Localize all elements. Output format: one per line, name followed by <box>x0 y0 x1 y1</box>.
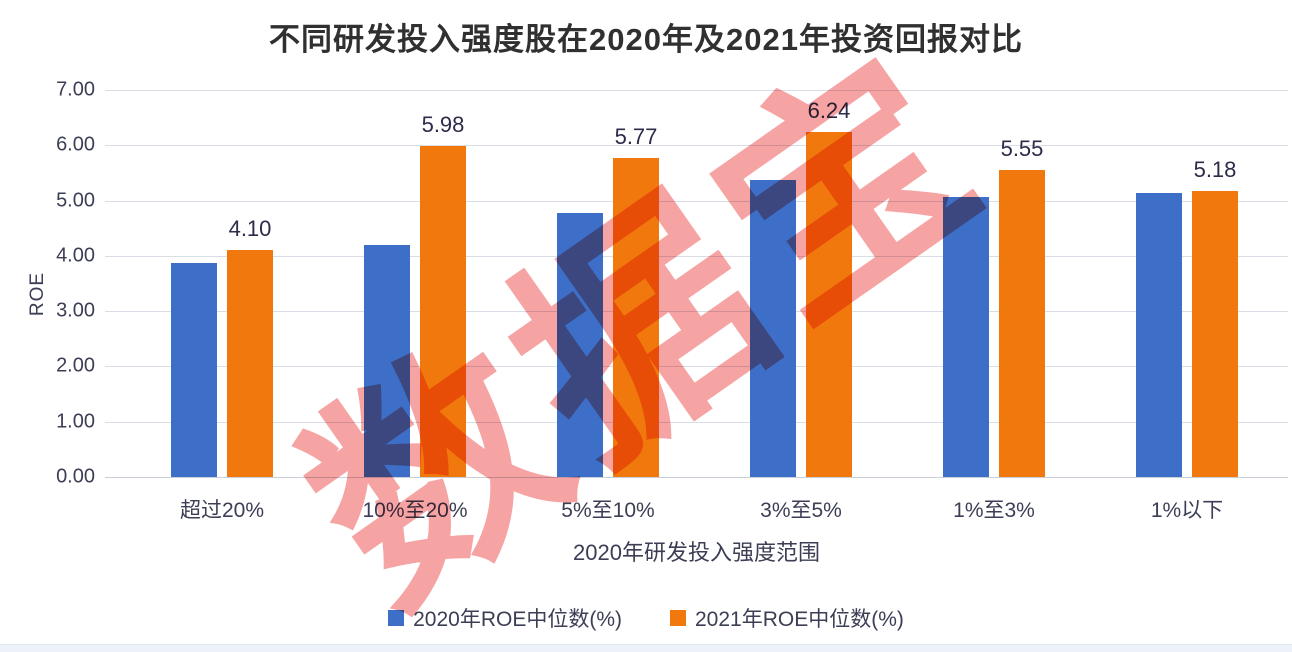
bar-series2-1%至3% <box>999 170 1045 477</box>
category-label: 1%以下 <box>1150 499 1224 522</box>
y-tick-label: 0.00 <box>56 465 95 488</box>
legend-label-2021: 2021年ROE中位数(%) <box>695 608 904 631</box>
bar-series2-3%至5% <box>806 132 852 477</box>
y-tick-label: 5.00 <box>56 189 95 212</box>
gridline <box>105 366 1288 368</box>
gridline <box>105 477 1288 478</box>
bar-series2-1%以下 <box>1192 190 1238 477</box>
y-axis-tick-labels: 0.00 1.00 2.00 3.00 4.00 5.00 6.00 7.00 <box>0 79 95 488</box>
bar-series2-10%至20% <box>420 146 466 477</box>
bar-series1-10%至20% <box>364 245 410 477</box>
bar-series2-超过20% <box>227 250 273 477</box>
x-axis-title: 2020年研发投入强度范围 <box>573 540 820 565</box>
legend-swatch-2021 <box>670 610 686 626</box>
legend-label-2020: 2020年ROE中位数(%) <box>413 608 622 631</box>
data-label: 5.98 <box>421 112 465 138</box>
y-tick-label: 7.00 <box>56 78 95 101</box>
category-label: 5%至10% <box>561 499 655 522</box>
y-tick-label: 2.00 <box>56 354 95 377</box>
y-tick-label: 1.00 <box>56 410 95 433</box>
y-tick-label: 6.00 <box>56 133 95 156</box>
gridline <box>105 421 1288 423</box>
gridline <box>105 255 1288 257</box>
category-label: 超过20% <box>179 499 265 522</box>
bar-series1-3%至5% <box>750 180 796 477</box>
data-label: 5.18 <box>1193 156 1237 182</box>
gridline <box>105 311 1288 313</box>
legend-entry-2020: 2020年ROE中位数(%) <box>388 603 622 633</box>
y-tick-label: 4.00 <box>56 244 95 267</box>
legend-entry-2021: 2021年ROE中位数(%) <box>670 603 904 633</box>
bottom-strip <box>0 644 1292 652</box>
data-label: 4.10 <box>228 216 272 242</box>
bar-series1-超过20% <box>171 263 217 477</box>
gridline <box>105 90 1288 91</box>
gridline <box>105 200 1288 202</box>
bar-series1-1%以下 <box>1136 192 1182 477</box>
category-label: 3%至5% <box>760 499 842 522</box>
plot-area: 4.10 5.98 5.77 6.24 5.55 5.18 <box>105 90 1288 478</box>
chart-title: 不同研发投入强度股在2020年及2021年投资回报对比 <box>269 22 1023 57</box>
bar-series1-1%至3% <box>943 196 989 477</box>
legend: 2020年ROE中位数(%) 2021年ROE中位数(%) <box>0 603 1292 633</box>
x-axis-category-labels: 超过20% 10%至20% 5%至10% 3%至5% 1%至3% 1%以下 <box>105 494 1288 524</box>
category-label: 1%至3% <box>953 499 1035 522</box>
y-tick-label: 3.00 <box>56 299 95 322</box>
data-label: 6.24 <box>807 98 851 124</box>
data-label: 5.55 <box>1000 136 1044 162</box>
bar-series1-5%至10% <box>557 212 603 477</box>
data-label: 5.77 <box>614 124 658 150</box>
bar-series2-5%至10% <box>613 158 659 477</box>
legend-swatch-2020 <box>388 610 405 626</box>
category-label: 10%至20% <box>362 499 468 522</box>
gridline <box>105 145 1288 147</box>
